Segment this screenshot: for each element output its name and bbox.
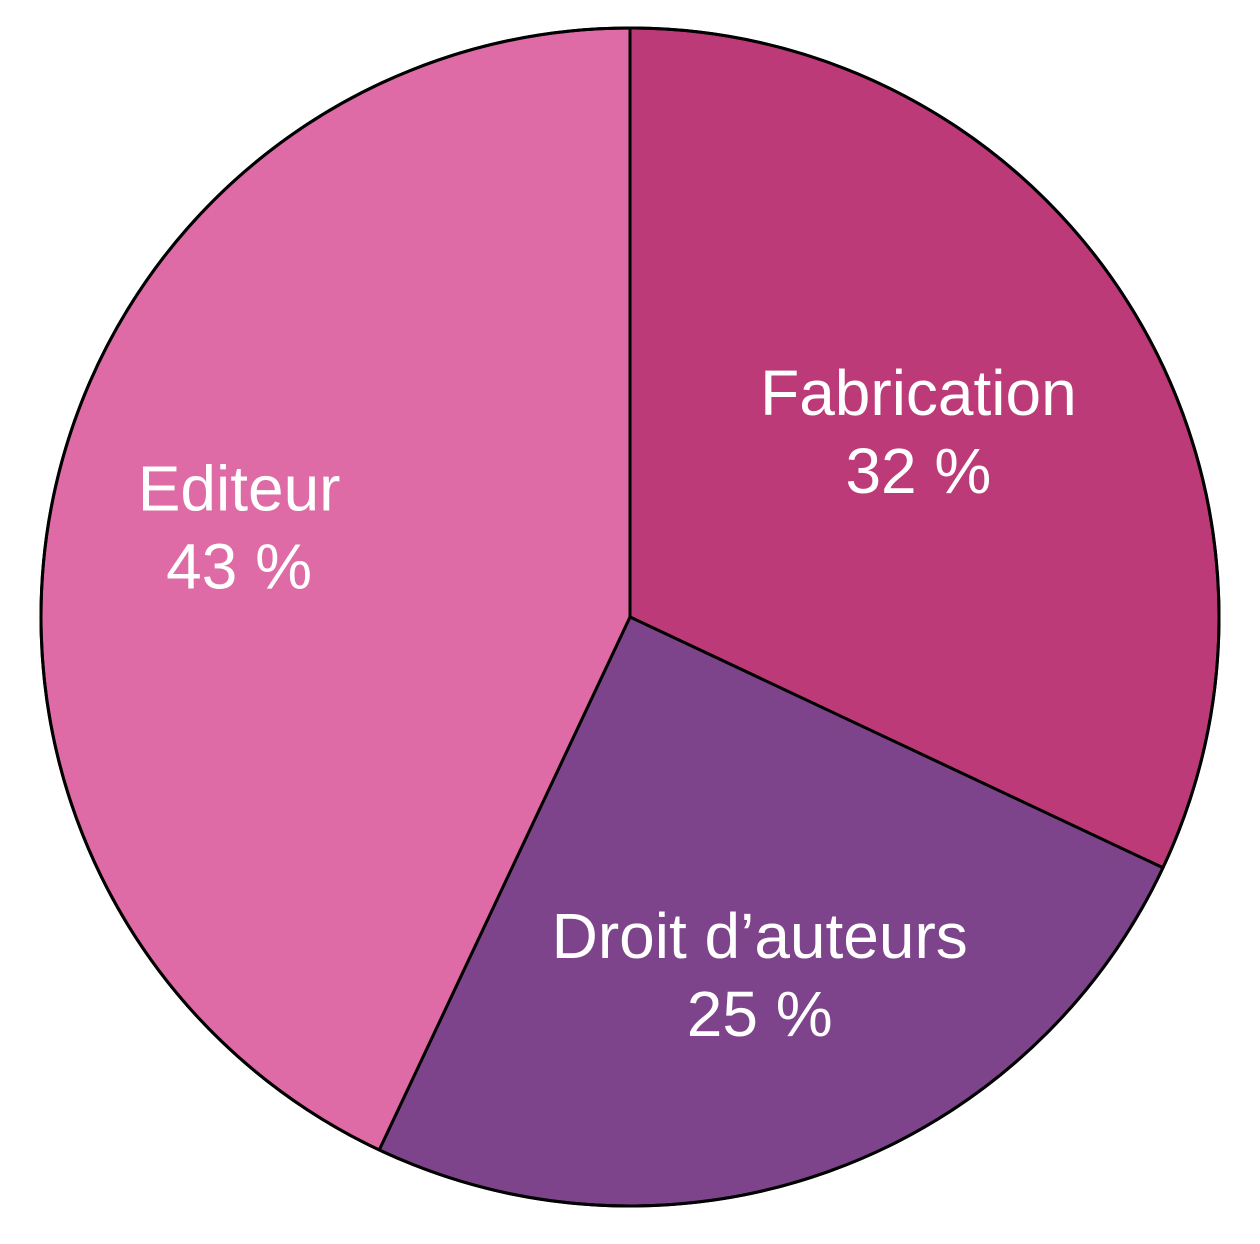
slice-value-editeur: 43 % <box>166 531 312 603</box>
slice-value-droit-d-auteurs: 25 % <box>687 978 833 1050</box>
slice-label-fabrication: Fabrication <box>760 357 1077 429</box>
slice-label-editeur: Editeur <box>138 453 341 525</box>
pie-outline <box>39 26 1221 1208</box>
slice-label-droit-d-auteurs: Droit d’auteurs <box>552 900 968 972</box>
pie-slices <box>39 26 1221 1208</box>
slice-value-fabrication: 32 % <box>845 435 991 507</box>
